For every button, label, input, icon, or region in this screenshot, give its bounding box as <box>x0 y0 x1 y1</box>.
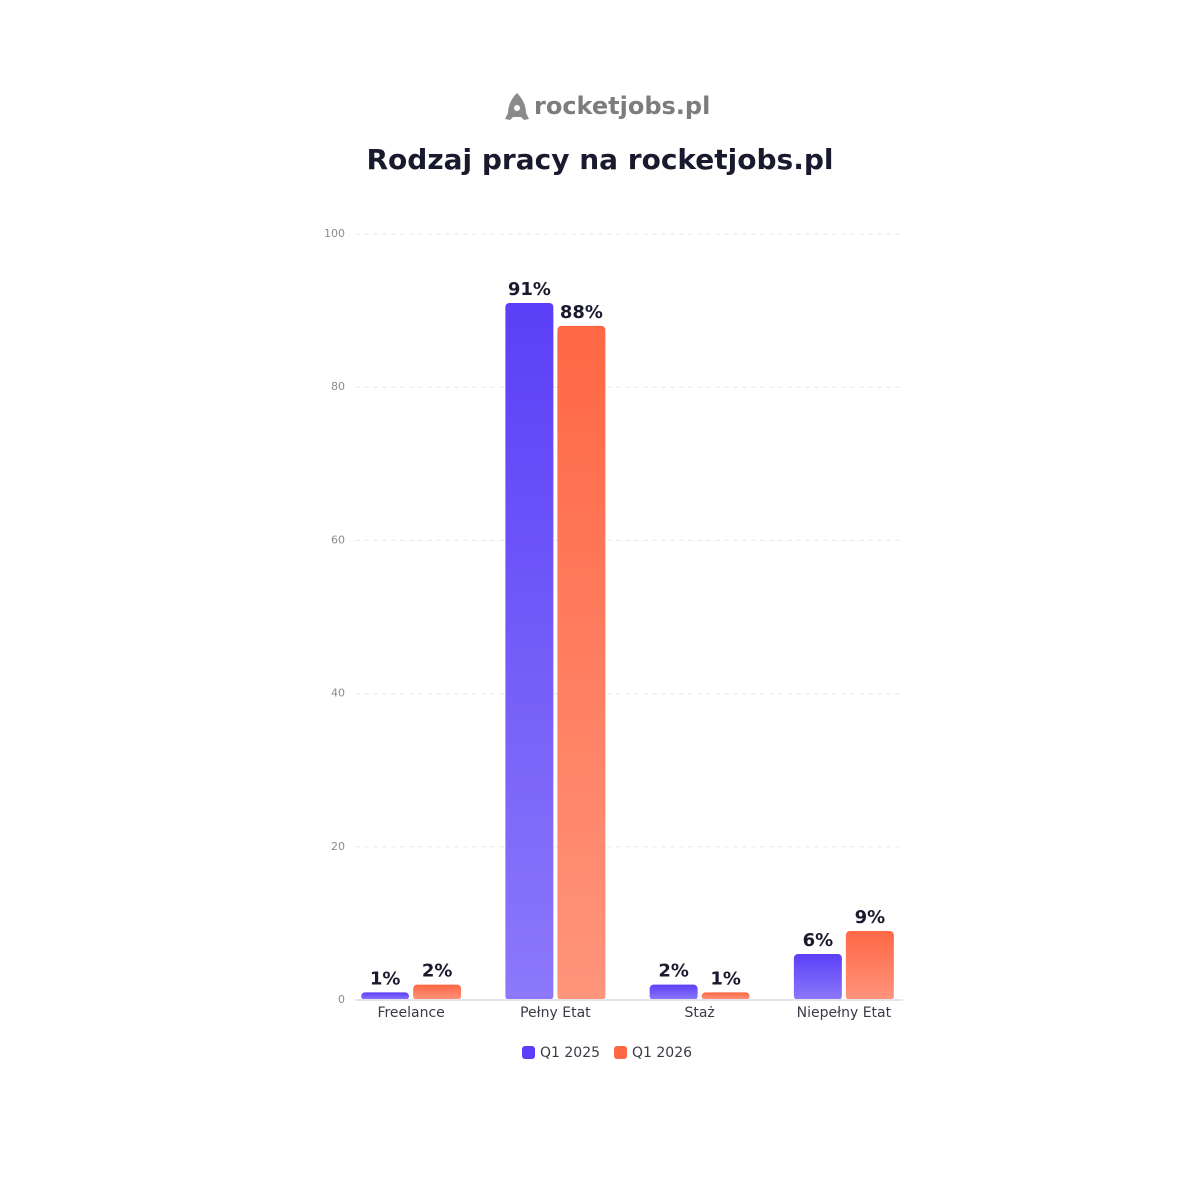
value-label: 2% <box>658 961 689 982</box>
y-tick-label: 100 <box>324 227 345 240</box>
value-label: 91% <box>508 279 551 300</box>
value-label: 9% <box>855 907 886 928</box>
bar <box>649 984 698 1000</box>
y-tick-label: 60 <box>331 533 345 546</box>
value-label: 88% <box>560 302 603 323</box>
legend-swatch <box>614 1046 628 1059</box>
legend-label: Q1 2025 <box>540 1045 600 1061</box>
bar <box>701 992 750 1000</box>
x-tick-label: Niepełny Etat <box>797 1005 892 1021</box>
legend-label: Q1 2026 <box>632 1045 692 1061</box>
bar <box>557 325 606 1000</box>
value-label: 1% <box>370 968 401 989</box>
value-label: 6% <box>803 930 834 951</box>
chart-title: Rodzaj pracy na rocketjobs.pl <box>366 143 833 176</box>
bar <box>413 984 462 1000</box>
y-tick-label: 80 <box>331 380 345 393</box>
bar <box>361 992 410 1000</box>
y-tick-label: 40 <box>331 687 345 700</box>
bar <box>845 931 894 1000</box>
legend-swatch <box>522 1046 535 1059</box>
x-tick-label: Pełny Etat <box>520 1005 591 1021</box>
y-tick-label: 0 <box>338 993 345 1006</box>
logo-icon-window <box>514 105 520 111</box>
value-label: 1% <box>710 968 741 989</box>
value-label: 2% <box>422 961 453 982</box>
y-tick-label: 20 <box>331 840 345 853</box>
bar <box>793 954 842 1000</box>
x-tick-label: Staż <box>684 1005 714 1021</box>
logo-text: rocketjobs.pl <box>534 92 710 120</box>
logo: rocketjobs.pl <box>505 92 710 120</box>
x-tick-label: Freelance <box>377 1005 444 1021</box>
bar <box>505 302 554 1000</box>
